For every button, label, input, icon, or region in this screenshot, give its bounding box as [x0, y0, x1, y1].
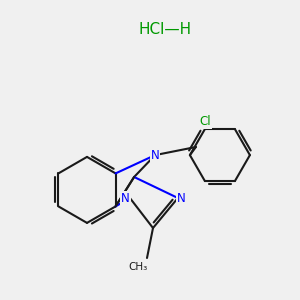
- Text: HCl—H: HCl—H: [138, 22, 192, 38]
- Text: N: N: [177, 191, 186, 205]
- Text: N: N: [151, 148, 160, 162]
- Text: CH₃: CH₃: [128, 262, 148, 272]
- Text: Cl: Cl: [199, 115, 211, 128]
- Text: N: N: [121, 191, 130, 205]
